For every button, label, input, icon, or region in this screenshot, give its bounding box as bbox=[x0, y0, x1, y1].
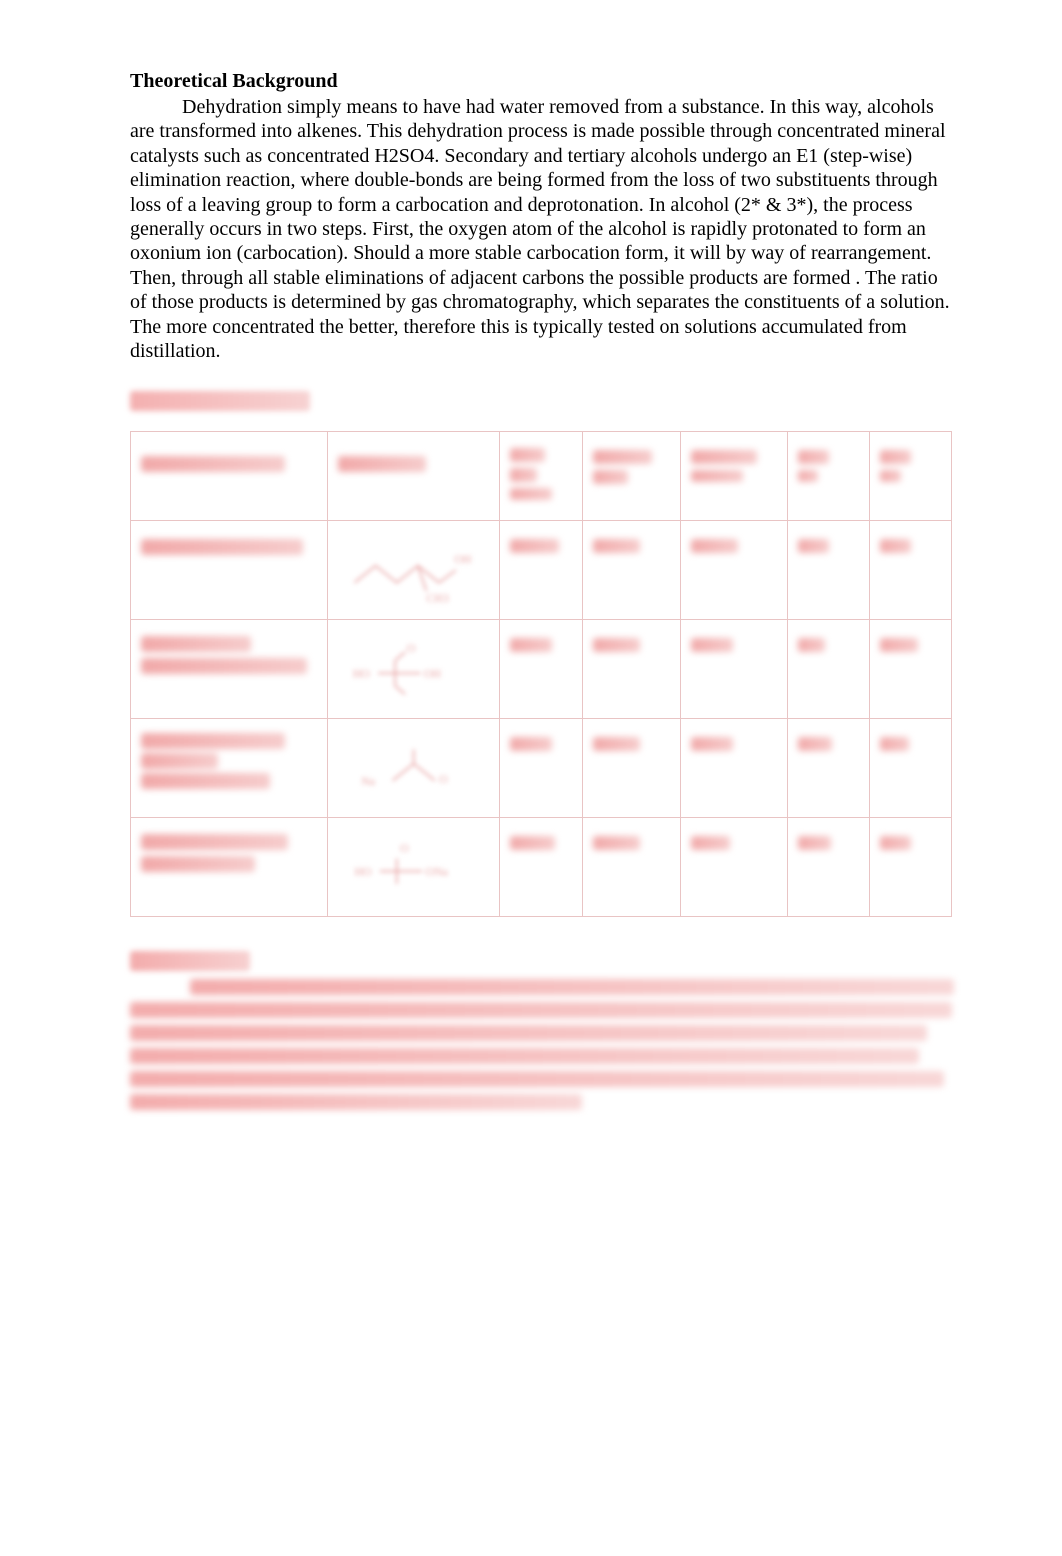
theoretical-background-paragraph: Dehydration simply means to have had wat… bbox=[130, 95, 952, 363]
svg-text:HO: HO bbox=[353, 667, 371, 681]
table-row: OH CH3 bbox=[131, 521, 952, 620]
svg-text:OH: OH bbox=[424, 667, 442, 681]
chem-structure-icon: HO O OH bbox=[346, 634, 481, 704]
chem-structure-icon: OH CH3 bbox=[346, 535, 481, 605]
svg-text:Na: Na bbox=[361, 774, 376, 788]
redacted-reagent-table: OH CH3 HO bbox=[130, 431, 952, 917]
table-row bbox=[131, 432, 952, 521]
svg-text:O: O bbox=[407, 641, 416, 655]
svg-text:HO: HO bbox=[354, 865, 372, 879]
page: Theoretical Background Dehydration simpl… bbox=[0, 0, 1062, 1556]
chem-structure-icon: HO O ONa bbox=[346, 832, 481, 902]
body-text: Dehydration simply means to have had wat… bbox=[130, 96, 950, 362]
chem-structure-icon: Na O bbox=[346, 733, 481, 803]
svg-text:O: O bbox=[439, 773, 448, 787]
svg-text:ONa: ONa bbox=[426, 865, 449, 879]
section-heading: Theoretical Background bbox=[130, 70, 952, 93]
table-row: HO O ONa bbox=[131, 818, 952, 917]
table-row: HO O OH bbox=[131, 620, 952, 719]
redacted-procedure-body bbox=[130, 979, 952, 1110]
redacted-table-heading bbox=[130, 391, 310, 411]
svg-text:O: O bbox=[400, 841, 409, 855]
table-row: Na O bbox=[131, 719, 952, 818]
svg-text:OH: OH bbox=[454, 553, 472, 567]
redacted-section: OH CH3 HO bbox=[130, 391, 952, 1110]
redacted-procedure-heading bbox=[130, 951, 250, 971]
svg-text:CH3: CH3 bbox=[426, 591, 448, 605]
